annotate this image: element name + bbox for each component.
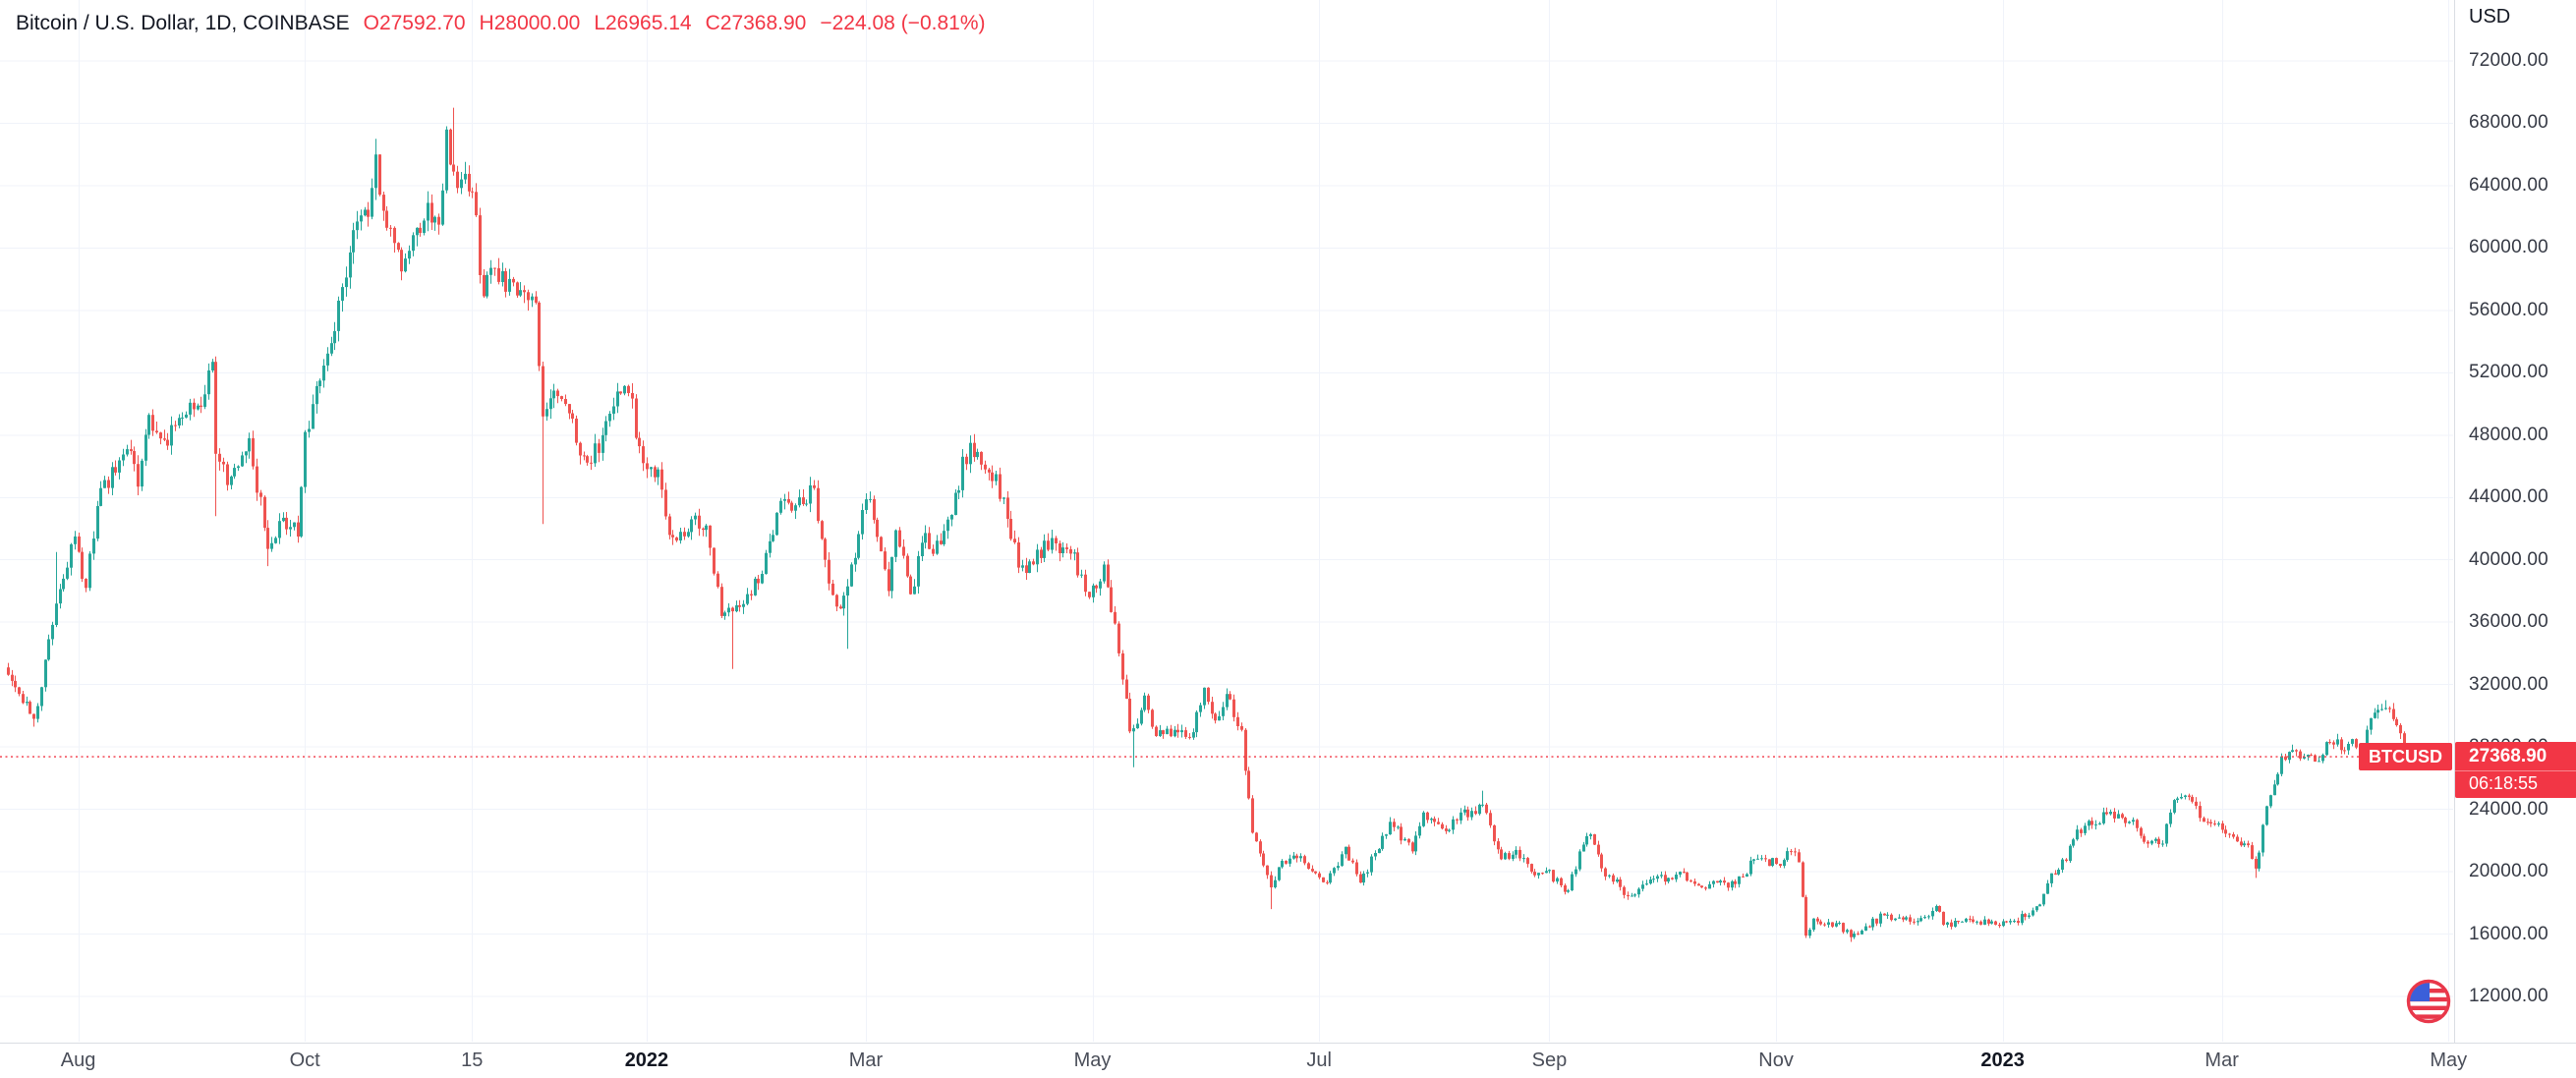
time-axis-label: Aug	[60, 1050, 96, 1071]
symbol-price-flag: BTCUSD	[2359, 743, 2452, 771]
candlestick-plot[interactable]	[0, 0, 2454, 1043]
symbol-legend: Bitcoin / U.S. Dollar, 1D, COINBASE O2759…	[16, 12, 985, 35]
time-axis-label: 15	[461, 1050, 484, 1071]
price-tick-label: 20000.00	[2469, 861, 2548, 882]
price-tick-label: 40000.00	[2469, 548, 2548, 570]
last-price-value: 27368.90	[2469, 746, 2547, 767]
time-axis-label: Mar	[848, 1050, 884, 1071]
time-axis-label: Oct	[289, 1050, 320, 1071]
symbol-title[interactable]: Bitcoin / U.S. Dollar, 1D, COINBASE	[16, 12, 350, 34]
time-axis-year-label: 2023	[1980, 1050, 2025, 1071]
ohlc-close: C27368.90	[705, 12, 807, 34]
time-axis-label: Jul	[1306, 1050, 1332, 1071]
ohlc-high: H28000.00	[479, 12, 581, 34]
price-tick-label: 68000.00	[2469, 112, 2548, 134]
time-axis-label: May	[2430, 1050, 2468, 1071]
price-tick-label: 36000.00	[2469, 611, 2548, 633]
time-axis[interactable]: Aug Oct 15 2022 Mar May Jul Sep Nov 2023 Mar May	[0, 1043, 2576, 1078]
time-axis-year-label: 2022	[624, 1050, 669, 1071]
price-tick-label: 12000.00	[2469, 986, 2548, 1006]
price-tick-label: 56000.00	[2469, 299, 2548, 320]
price-tick-label: 24000.00	[2469, 798, 2548, 820]
price-tick-label: 52000.00	[2469, 362, 2548, 383]
price-tick-label: 48000.00	[2469, 424, 2548, 445]
ohlc-open: O27592.70	[363, 12, 466, 34]
time-axis-label: May	[1073, 1050, 1112, 1071]
price-axis[interactable]: USD 72000.00 68000.00 64000.00 60000.00 5600…	[2454, 0, 2576, 1043]
currency-label[interactable]: USD	[2469, 6, 2511, 28]
time-axis-label: Nov	[1758, 1050, 1794, 1071]
ohlc-low: L26965.14	[594, 12, 692, 34]
price-tick-label: 64000.00	[2469, 174, 2548, 196]
last-price-badge: 27368.90 06:18:55	[2455, 742, 2576, 799]
time-axis-label: Sep	[1531, 1050, 1568, 1071]
usd-flag-icon[interactable]	[2406, 979, 2451, 1024]
price-tick-label: 16000.00	[2469, 923, 2548, 944]
price-tick-label: 44000.00	[2469, 486, 2548, 508]
price-tick-label: 60000.00	[2469, 237, 2548, 258]
price-tick-label: 32000.00	[2469, 673, 2548, 695]
bar-countdown: 06:18:55	[2455, 770, 2576, 798]
time-axis-label: Mar	[2204, 1050, 2239, 1071]
price-tick-label: 72000.00	[2469, 50, 2548, 71]
change-value: −224.08 (−0.81%)	[820, 12, 986, 34]
